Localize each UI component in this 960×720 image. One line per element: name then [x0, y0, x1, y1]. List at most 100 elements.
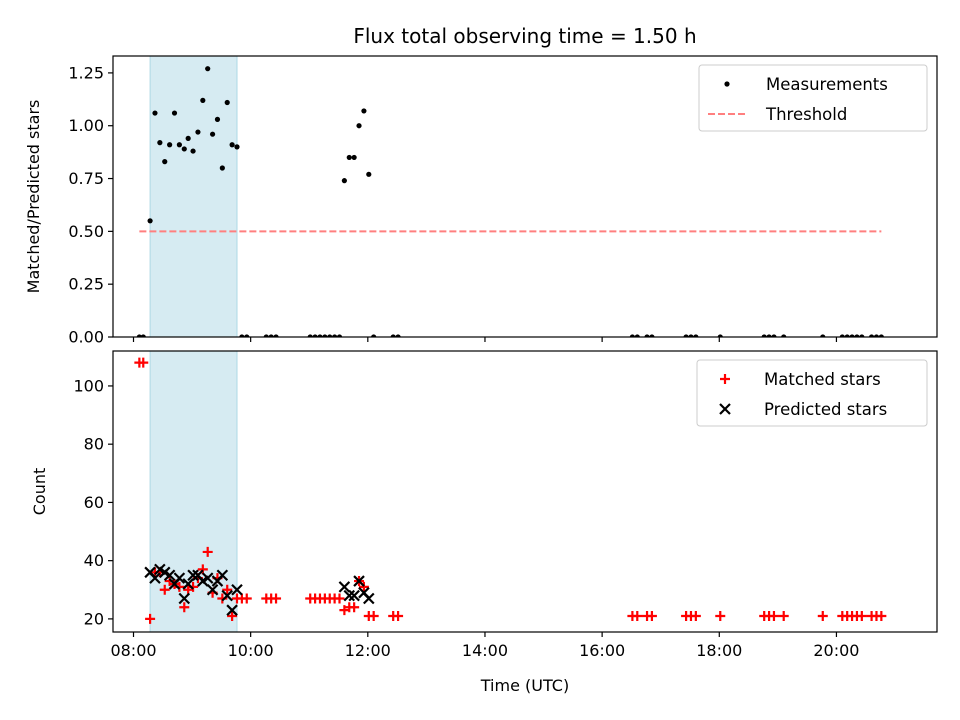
measurements-point [346, 154, 352, 161]
panel-counts: 20 40 60 80 100 08:00 10:00 12:00 14:00 16:00 18:0… [73, 350, 938, 660]
measurements-point [205, 66, 211, 72]
matched-stars-point [202, 546, 213, 557]
axes-frame [112, 55, 938, 338]
measurements-point [239, 334, 245, 337]
y-tick-label: 0.50 [68, 222, 104, 241]
matched-stars-point [817, 610, 828, 621]
y-tick-label: 0.00 [68, 328, 104, 347]
y-tick-label: 1.00 [68, 116, 104, 135]
measurements-point [839, 334, 845, 337]
predicted-stars-point [178, 592, 191, 605]
matched-stars-point [393, 610, 404, 621]
measurements-point [190, 148, 196, 154]
measurements-point [200, 97, 206, 103]
measurements-point [167, 142, 173, 148]
measurements-point [649, 334, 655, 337]
measurements-legend-label: Measurements [766, 75, 888, 94]
predicted-stars-point [231, 583, 243, 596]
observing-window-span [149, 56, 238, 337]
matched-stars-point [145, 613, 156, 624]
measurements-point [351, 154, 357, 161]
measurements-point [332, 334, 338, 337]
x-tick-label: 12:00 [345, 641, 391, 660]
x-tick-label: 20:00 [813, 641, 859, 660]
matched-stars-point [271, 593, 282, 604]
predicted-stars-point [343, 589, 356, 602]
measurements-point [234, 144, 240, 150]
measurements-point [629, 334, 635, 337]
measurements-point [854, 334, 860, 337]
measurements-point [717, 334, 723, 337]
measurements-point [634, 334, 640, 337]
matched-stars-point [334, 593, 345, 604]
measurements-point [361, 108, 367, 114]
measurements-point [844, 334, 850, 337]
measurements-point [336, 334, 343, 337]
measurements-point [140, 334, 146, 337]
predicted-stars-point [149, 572, 161, 584]
legend: Measurements Threshold [698, 64, 928, 132]
measurements-point [176, 142, 182, 148]
y-tick-label: 80 [84, 435, 104, 454]
measurements-point [157, 140, 163, 146]
predicted-stars-legend-swatch [719, 403, 731, 415]
legend-box [698, 64, 928, 132]
measurements-point [181, 146, 187, 152]
predicted-stars-point [363, 592, 375, 605]
measurements-point [327, 334, 333, 337]
y-axis-label-bottom: Count [30, 468, 49, 516]
x-tick-label: 16:00 [579, 641, 625, 660]
measurements-point [147, 218, 153, 224]
measurements-point [162, 159, 168, 165]
matched-stars-point [876, 610, 887, 621]
predicted-stars-point [353, 575, 365, 587]
measurements-point [136, 334, 142, 337]
matched-stars-point [159, 584, 170, 595]
y-tick-label: 100 [73, 376, 104, 395]
axes-frame [112, 350, 938, 633]
y-tick-label: 40 [84, 551, 104, 570]
measurements-point [878, 334, 884, 337]
measurements-point [312, 334, 318, 337]
matched-stars-point [138, 357, 149, 368]
y-tick-label: 20 [84, 609, 104, 628]
measurements-point [214, 116, 221, 122]
matched-stars-point [368, 610, 379, 621]
predicted-stars-point [201, 572, 214, 584]
predicted-stars-point [182, 578, 194, 590]
predicted-stars-point [163, 569, 176, 581]
matched-stars-point [715, 610, 726, 621]
measurements-point [268, 334, 274, 337]
x-tick-label: 08:00 [110, 641, 156, 660]
measurements-point [820, 334, 826, 337]
matched-stars-point [197, 564, 208, 575]
measurements-point [688, 334, 694, 337]
predicted-stars-point [216, 569, 229, 581]
predicted-stars-point [187, 569, 199, 581]
measurements-point [263, 334, 269, 337]
measurements-point [771, 334, 777, 337]
measurements-point [209, 131, 216, 137]
y-axis-label-top: Matched/Predicted stars [24, 100, 43, 294]
measurements-point [859, 334, 865, 337]
predicted-stars-point [206, 583, 219, 596]
matched-stars-point [646, 610, 657, 621]
measurements-point [273, 334, 279, 337]
threshold-legend-label: Threshold [765, 105, 847, 124]
measurements-point [873, 334, 880, 337]
x-axis-label: Time (UTC) [480, 676, 569, 695]
measurements-point [322, 334, 328, 337]
predicted-stars-point [348, 589, 360, 602]
measurements-point [356, 123, 362, 129]
matched-stars-point [856, 610, 867, 621]
measurements-point [644, 334, 650, 337]
matched-stars-point [227, 610, 238, 621]
measurements-point [307, 334, 313, 337]
plot-area [134, 351, 887, 632]
measurements-point [390, 334, 396, 337]
matched-stars-point [632, 610, 643, 621]
matched-stars-point [768, 610, 779, 621]
panel-ratio: 0.00 0.25 0.50 0.75 1.00 1.25 Measurements Thre… [68, 55, 938, 347]
y-tick-label: 0.25 [68, 275, 104, 294]
